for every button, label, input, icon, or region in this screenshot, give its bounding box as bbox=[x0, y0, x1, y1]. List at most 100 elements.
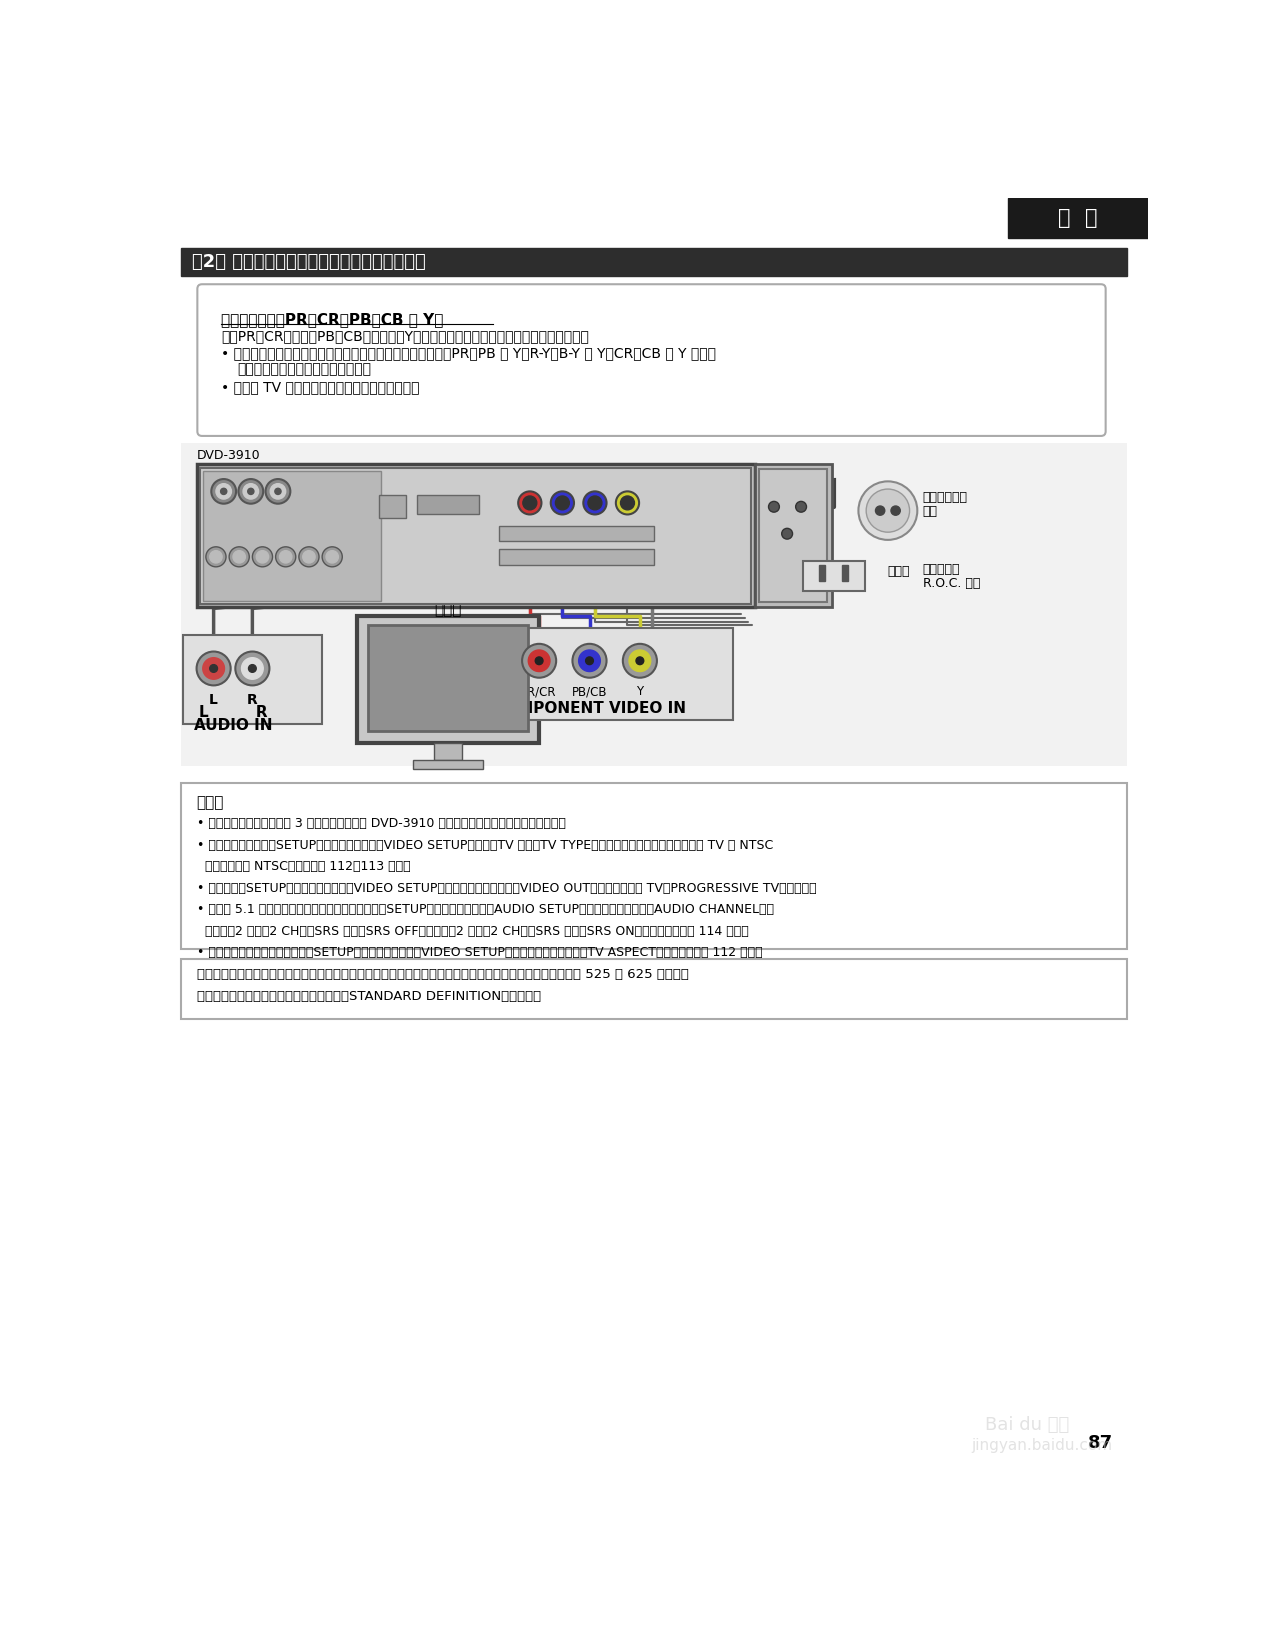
Circle shape bbox=[203, 658, 224, 680]
Bar bbox=[413, 761, 482, 769]
Bar bbox=[181, 248, 1127, 276]
Circle shape bbox=[622, 644, 657, 678]
Bar bbox=[379, 495, 405, 518]
Text: • 請使用隨附的視頻軟線和 3 根市售視頻軟線將 DVD-3910 的色差輸出口與電視機或顯示器相連。: • 請使用隨附的視頻軟線和 3 根市售視頻軟線將 DVD-3910 的色差輸出口… bbox=[196, 817, 565, 830]
Text: L         R: L R bbox=[199, 705, 268, 719]
Text: 中  文: 中 文 bbox=[1058, 208, 1098, 228]
Text: 紅（PR／CR）、藍（PB／CB）及亮度（Y）信號各自獨立輸出，從而更忠實地再現色彩。: 紅（PR／CR）、藍（PB／CB）及亮度（Y）信號各自獨立輸出，從而更忠實地再現… bbox=[222, 328, 589, 343]
Circle shape bbox=[298, 546, 319, 568]
Circle shape bbox=[621, 497, 635, 510]
Circle shape bbox=[572, 644, 607, 678]
Bar bbox=[368, 625, 528, 731]
Text: 欲知詳情請參閱電視機的操作指南。: 欲知詳情請參閱電視機的操作指南。 bbox=[237, 361, 371, 376]
Text: COMPONENT VIDEO IN: COMPONENT VIDEO IN bbox=[493, 701, 686, 716]
Text: • 若您的 TV 兼容分級揃描，請按以下方法連接。: • 若您的 TV 兼容分級揃描，請按以下方法連接。 bbox=[222, 380, 419, 394]
Bar bbox=[803, 561, 864, 591]
Text: • 欲使用 5.1 聲道音頻輸出，請在初始設置「設置（SETUP）」的「音頻設置（AUDIO SETUP）」中的「音頻聲道（AUDIO CHANNEL）」: • 欲使用 5.1 聲道音頻輸出，請在初始設置「設置（SETUP）」的「音頻設置… bbox=[196, 903, 774, 916]
Bar bbox=[504, 627, 733, 719]
Circle shape bbox=[265, 478, 291, 503]
Text: 消費者應注意，並不是所有的高清晰度電視機都與本產品兼容，可能在播放畫面時需要人工進行調節。若產生 525 或 625 分級揃描: 消費者應注意，並不是所有的高清晰度電視機都與本產品兼容，可能在播放畫面時需要人工… bbox=[196, 969, 688, 982]
Circle shape bbox=[636, 657, 644, 665]
Text: L: L bbox=[389, 507, 395, 516]
Circle shape bbox=[275, 546, 296, 568]
Text: R: R bbox=[388, 498, 395, 508]
Text: 適用於東南亞: 適用於東南亞 bbox=[923, 492, 968, 505]
Circle shape bbox=[528, 650, 550, 672]
Text: 適用於臺灣: 適用於臺灣 bbox=[923, 563, 960, 576]
Circle shape bbox=[215, 483, 232, 498]
Text: PB/CB: PB/CB bbox=[571, 685, 607, 698]
Circle shape bbox=[585, 657, 593, 665]
Bar bbox=[499, 549, 654, 564]
Circle shape bbox=[212, 478, 236, 503]
Text: 至電源插頭: 至電源插頭 bbox=[701, 579, 739, 591]
Circle shape bbox=[796, 502, 807, 512]
Text: PR/CR: PR/CR bbox=[521, 685, 557, 698]
Circle shape bbox=[244, 483, 259, 498]
Circle shape bbox=[866, 488, 909, 533]
Text: AUDIO: AUDIO bbox=[377, 487, 403, 497]
Circle shape bbox=[249, 665, 256, 672]
Bar bbox=[357, 615, 539, 743]
Circle shape bbox=[551, 492, 574, 515]
Circle shape bbox=[876, 507, 885, 515]
Text: AC IN: AC IN bbox=[778, 474, 801, 483]
Circle shape bbox=[205, 546, 226, 568]
Circle shape bbox=[196, 652, 231, 685]
Text: 內選擇「2 聲道（2 CH）（SRS 關閉（SRS OFF））」或「2 聲道（2 CH）（SRS 開啟（SRS ON））」。（參閱第 114 頁。）: 內選擇「2 聲道（2 CH）（SRS 關閉（SRS OFF））」或「2 聲道（2… bbox=[196, 926, 748, 937]
Text: R: R bbox=[247, 693, 258, 708]
Circle shape bbox=[579, 650, 601, 672]
Circle shape bbox=[536, 657, 543, 665]
Bar bbox=[759, 469, 827, 602]
Text: jingyan.baidu.com: jingyan.baidu.com bbox=[972, 1437, 1113, 1452]
Bar bbox=[182, 635, 323, 724]
Circle shape bbox=[233, 551, 245, 563]
Text: S-VIDEO  Y-PASS OUT: S-VIDEO Y-PASS OUT bbox=[514, 544, 594, 554]
Text: • 通過設置使「設置（SETUP）」中「視頻設置（VIDEO SETUP）」的「TV 類型（TV TYPE）」與電視機的視頻制式相符。當 TV 是 NTSC: • 通過設置使「設置（SETUP）」中「視頻設置（VIDEO SETUP）」的「… bbox=[196, 838, 773, 851]
Text: L: L bbox=[209, 693, 218, 708]
Circle shape bbox=[236, 652, 269, 685]
Circle shape bbox=[629, 650, 650, 672]
Circle shape bbox=[252, 546, 273, 568]
Text: Y: Y bbox=[636, 685, 644, 698]
Text: 87: 87 bbox=[1088, 1434, 1113, 1452]
Text: COMPONENT OUT: COMPONENT OUT bbox=[514, 472, 581, 482]
Bar bbox=[200, 467, 751, 604]
Text: 色差輸入接口（PR／CR，PB／CB 和 Y）: 色差輸入接口（PR／CR，PB／CB 和 Y） bbox=[222, 312, 444, 327]
Circle shape bbox=[238, 478, 263, 503]
FancyBboxPatch shape bbox=[198, 284, 1105, 436]
Circle shape bbox=[583, 492, 607, 515]
Circle shape bbox=[241, 658, 263, 680]
Bar bbox=[196, 464, 755, 607]
Text: R.O.C. 機型: R.O.C. 機型 bbox=[923, 578, 980, 589]
Text: （2） 連接至帶色差輸入接口的電視機或顯示器: （2） 連接至帶色差輸入接口的電視機或顯示器 bbox=[193, 252, 426, 271]
Circle shape bbox=[616, 492, 639, 515]
Circle shape bbox=[275, 488, 280, 495]
Text: Bai du 经验: Bai du 经验 bbox=[984, 1416, 1068, 1434]
Circle shape bbox=[782, 528, 793, 540]
Text: 注意：: 注意： bbox=[196, 795, 224, 810]
Circle shape bbox=[279, 551, 292, 563]
Circle shape bbox=[270, 483, 286, 498]
Circle shape bbox=[221, 488, 227, 495]
Text: 電視機: 電視機 bbox=[434, 602, 462, 617]
Circle shape bbox=[247, 488, 254, 495]
Text: • 有些電視機或顯示器上的色差輸入接口可能有不同的標示（PR，PB 及 Y／R-Y，B-Y 及 Y／CR，CB 及 Y 等）。: • 有些電視機或顯示器上的色差輸入接口可能有不同的標示（PR，PB 及 Y／R-… bbox=[222, 346, 717, 361]
Circle shape bbox=[891, 507, 900, 515]
Circle shape bbox=[326, 551, 338, 563]
Circle shape bbox=[323, 546, 342, 568]
Bar bbox=[843, 566, 848, 581]
Bar bbox=[499, 526, 654, 541]
Text: 機型: 機型 bbox=[923, 505, 937, 518]
Bar bbox=[755, 464, 833, 607]
Circle shape bbox=[230, 546, 250, 568]
Bar bbox=[434, 742, 462, 761]
Text: L 1/2R AUDIO OUT: L 1/2R AUDIO OUT bbox=[203, 472, 266, 478]
Circle shape bbox=[256, 551, 269, 563]
Circle shape bbox=[210, 551, 222, 563]
Text: 制式時設置為 NTSC。（參閱第 112、113 頁。）: 制式時設置為 NTSC。（參閱第 112、113 頁。） bbox=[196, 860, 411, 873]
Bar bbox=[181, 959, 1127, 1018]
Bar bbox=[1009, 198, 1148, 238]
Circle shape bbox=[518, 492, 542, 515]
Text: （或）: （或） bbox=[887, 564, 910, 578]
